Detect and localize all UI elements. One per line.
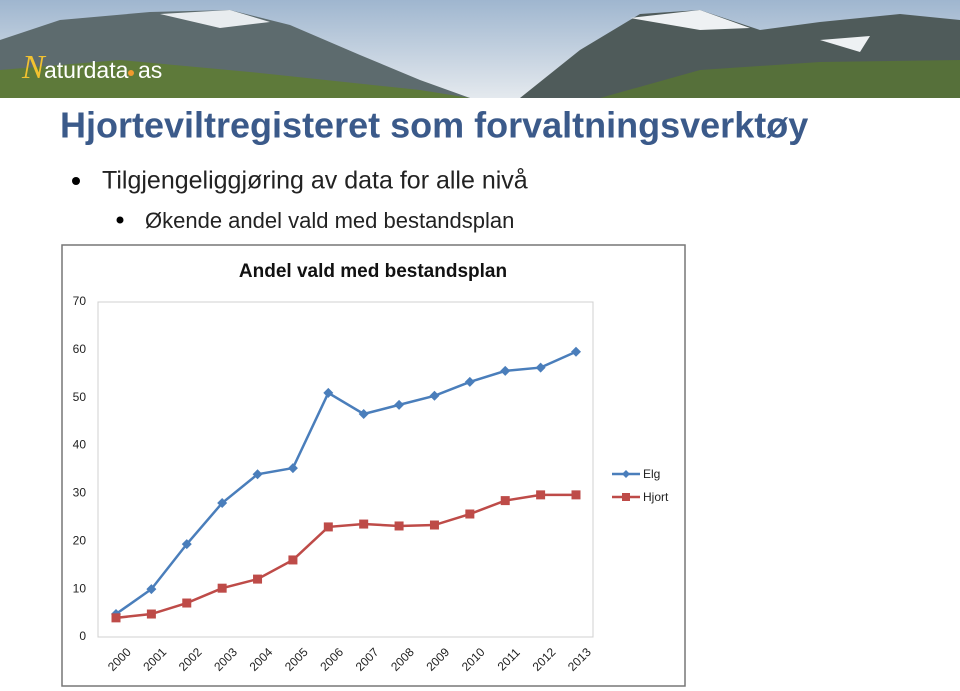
logo-n: N <box>21 49 47 86</box>
marker <box>571 490 581 500</box>
marker <box>111 613 121 623</box>
chart-frame <box>61 244 686 687</box>
marker <box>182 598 192 608</box>
marker <box>217 498 228 508</box>
marker <box>394 521 404 531</box>
marker <box>571 346 581 357</box>
sub-bullet-text: Økende andel vald med bestandsplan <box>145 208 514 233</box>
marker <box>287 463 298 474</box>
marker <box>359 519 369 529</box>
marker <box>536 490 546 500</box>
marker <box>146 609 156 619</box>
marker <box>253 574 263 584</box>
marker <box>429 390 440 401</box>
marker <box>429 520 439 530</box>
y-tick-label: 70 <box>73 294 87 308</box>
marker <box>146 584 157 595</box>
chart-title: Andel vald med bestandsplan <box>239 261 507 282</box>
marker <box>252 469 263 480</box>
logo-dot <box>128 70 134 76</box>
y-tick-label: 40 <box>73 438 87 452</box>
legend-label: Elg <box>643 467 660 481</box>
y-tick-label: 10 <box>73 581 87 595</box>
marker <box>358 408 369 419</box>
marker <box>464 376 475 387</box>
y-tick-label: 0 <box>79 629 86 643</box>
logo-suffix: as <box>138 57 162 83</box>
series-line <box>115 493 576 620</box>
legend-label: Hjort <box>643 490 669 504</box>
logo-name: aturdata <box>44 57 129 83</box>
y-tick-label: 60 <box>73 342 87 356</box>
marker <box>181 539 192 550</box>
marker <box>288 555 298 565</box>
marker <box>535 362 546 373</box>
series-line <box>115 350 577 616</box>
marker <box>500 496 510 506</box>
bullet <box>72 177 80 185</box>
y-tick-label: 30 <box>73 486 87 500</box>
marker <box>500 365 511 376</box>
y-tick-label: 20 <box>73 533 87 547</box>
marker <box>323 522 333 532</box>
marker <box>323 387 334 398</box>
marker <box>394 399 405 410</box>
legend-marker <box>622 470 630 478</box>
y-tick-label: 50 <box>73 390 87 404</box>
header-banner: N aturdata as <box>0 0 960 98</box>
bullet <box>116 216 124 224</box>
marker <box>465 509 475 519</box>
bullet-text: Tilgjengeliggjøring av data for alle niv… <box>102 167 528 195</box>
marker <box>217 583 227 593</box>
slide-title: Hjorteviltregisteret som forvaltningsver… <box>60 105 808 146</box>
plot-area <box>97 301 594 638</box>
legend-marker <box>622 493 630 501</box>
